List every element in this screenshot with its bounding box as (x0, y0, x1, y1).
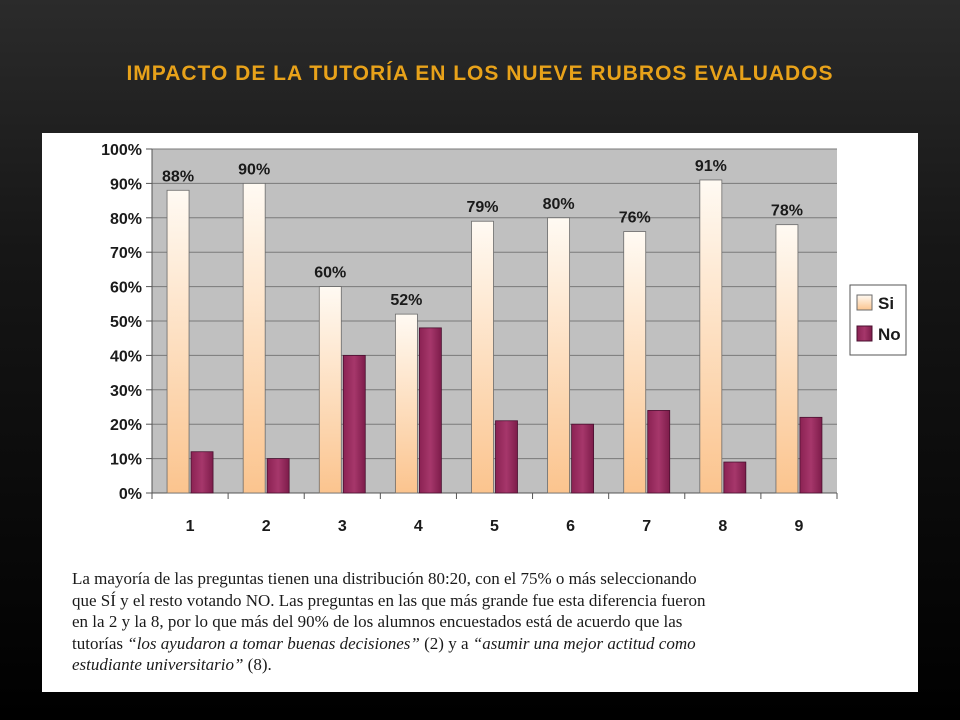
data-label: 76% (619, 210, 651, 227)
x-tick-label: 6 (566, 518, 575, 535)
data-label: 52% (390, 292, 422, 309)
bar-si (623, 231, 647, 494)
caption-quote: “asumir una mejor actitud como (472, 633, 696, 653)
x-tick-label: 2 (262, 518, 271, 535)
bar-si (547, 217, 571, 494)
legend-swatch-no (856, 325, 873, 342)
y-tick-label: 50% (110, 314, 142, 331)
bar-si (699, 179, 723, 494)
y-tick-label: 10% (110, 452, 142, 469)
bar-no (495, 420, 518, 494)
bar-si (166, 189, 190, 494)
caption-fragment: (2) y a (419, 633, 473, 653)
y-tick-label: 100% (101, 142, 142, 159)
data-label: 60% (314, 265, 346, 282)
caption-line: La mayoría de las preguntas tienen una d… (72, 569, 697, 588)
bar-chart: 0% 10% 20% 30% 40% 50% 60% 70% 80% 90% 100% 88% 1 90%… (101, 142, 907, 535)
bar-si (775, 224, 799, 494)
legend-label-si: Si (878, 294, 894, 313)
y-tick-label: 40% (110, 348, 142, 365)
data-label: 79% (466, 199, 498, 216)
bar-no (190, 451, 214, 494)
caption-text: La mayoría de las preguntas tienen una d… (72, 568, 852, 676)
bar-no (418, 327, 442, 494)
bar-no (266, 458, 290, 494)
legend-label-no: No (878, 325, 901, 344)
y-tick-label: 80% (110, 211, 142, 228)
y-tick-label: 30% (110, 383, 142, 400)
bar-si (394, 313, 418, 494)
caption-quote: estudiante universitario” (72, 655, 244, 674)
bar-no (342, 354, 366, 494)
bar-si (242, 183, 266, 494)
bar-no (647, 410, 671, 494)
x-tick-label: 7 (642, 518, 651, 535)
caption-fragment: tutorías (72, 633, 128, 653)
x-tick-label: 5 (490, 518, 499, 535)
legend-swatch-si (856, 294, 873, 311)
bar-no (571, 423, 595, 494)
x-tick-label: 3 (338, 518, 347, 535)
slide-title: IMPACTO DE LA TUTORÍA EN LOS NUEVE RUBRO… (126, 62, 834, 85)
chart-panel: 0% 10% 20% 30% 40% 50% 60% 70% 80% 90% 100% 88% 1 90%… (42, 133, 918, 692)
bar-si (318, 286, 342, 494)
y-tick-label: 90% (110, 176, 142, 193)
data-label: 88% (162, 168, 194, 185)
caption-line: que SÍ y el resto votando NO. Las pregun… (72, 590, 706, 610)
bar-no (799, 416, 823, 494)
y-tick-label: 70% (110, 245, 142, 262)
caption-line: en la 2 y la 8, por lo que más del 90% d… (72, 612, 683, 631)
y-tick-label: 20% (110, 417, 142, 434)
bar-si (471, 220, 494, 494)
data-label: 90% (238, 161, 270, 178)
data-label: 78% (771, 203, 803, 220)
caption-fragment: (8). (243, 655, 272, 674)
x-tick-label: 8 (718, 518, 727, 535)
data-label: 80% (543, 196, 575, 213)
bar-no (723, 461, 747, 494)
caption-line: tutorías “los ayudaron a tomar buenas de… (72, 633, 852, 655)
x-tick-label: 1 (186, 518, 195, 535)
data-label: 91% (695, 158, 727, 175)
x-tick-label: 4 (414, 518, 423, 535)
caption-quote: “los ayudaron a tomar buenas decisiones” (127, 633, 420, 653)
y-tick-label: 0% (119, 486, 142, 503)
x-tick-label: 9 (794, 518, 803, 535)
y-tick-label: 60% (110, 280, 142, 297)
caption-line: estudiante universitario” (8). (72, 654, 852, 676)
